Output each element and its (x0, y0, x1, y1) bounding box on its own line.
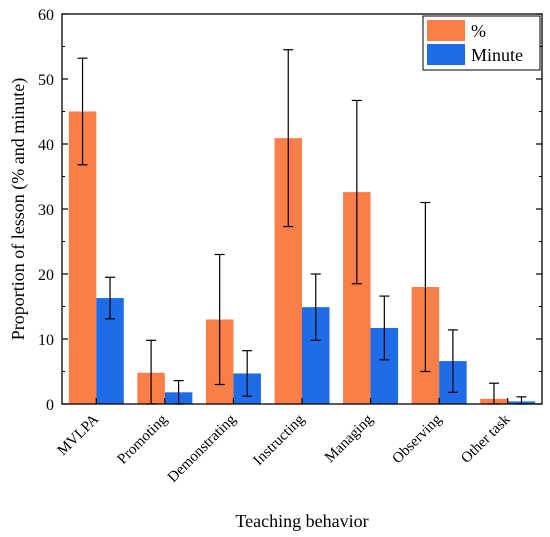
y-axis: 0 10 20 30 40 50 60 (38, 7, 542, 414)
legend-swatch-percent (427, 20, 465, 41)
x-tick-label: Demonstrating (165, 411, 240, 486)
y-tick-label: 40 (38, 137, 54, 154)
x-axis-label: Teaching behavior (235, 511, 368, 531)
y-tick-label: 60 (38, 7, 54, 24)
y-tick-label: 20 (38, 267, 54, 284)
y-axis-label: Proportion of lesson (% and minute) (8, 78, 29, 340)
y-tick-label: 30 (38, 202, 54, 219)
x-tick-label: Promoting (115, 411, 171, 467)
error-bars-layer (77, 49, 527, 405)
legend-swatch-minute (427, 44, 465, 65)
y-tick-label: 0 (46, 397, 54, 414)
x-tick-label: Other task (458, 411, 514, 467)
legend-label-percent: % (471, 21, 486, 41)
legend: % Minute (422, 15, 541, 71)
bars-layer (68, 111, 536, 404)
y-tick-label: 10 (38, 332, 54, 349)
x-tick-label: Observing (389, 411, 445, 467)
y-tick-label: 50 (38, 72, 54, 89)
x-tick-label: MVLPA (55, 411, 103, 459)
x-tick-label: Managing (322, 411, 377, 466)
legend-label-minute: Minute (471, 45, 523, 65)
x-tick-label: Instructing (251, 411, 309, 469)
